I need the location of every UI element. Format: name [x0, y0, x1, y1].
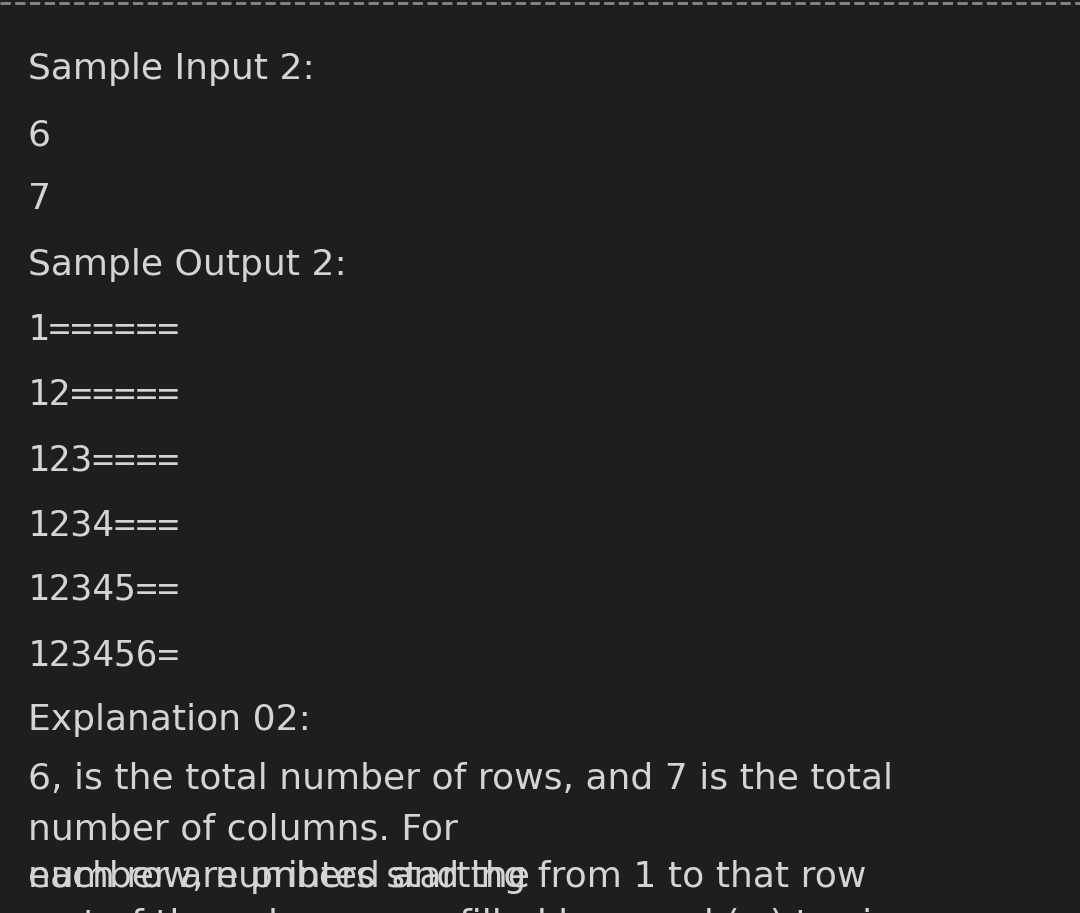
- Text: Sample Input 2:: Sample Input 2:: [28, 52, 314, 86]
- Text: 12345==: 12345==: [28, 573, 180, 607]
- Text: 12=====: 12=====: [28, 378, 180, 412]
- Text: number are printed and the: number are printed and the: [28, 860, 530, 894]
- Text: 7: 7: [28, 182, 51, 216]
- Text: 1======: 1======: [28, 313, 180, 347]
- Text: number of columns. For: number of columns. For: [28, 812, 458, 846]
- Text: rest of the columns are filled by equal (=) to sign.: rest of the columns are filled by equal …: [28, 908, 930, 913]
- Text: 6: 6: [28, 118, 51, 152]
- Text: 6, is the total number of rows, and 7 is the total: 6, is the total number of rows, and 7 is…: [28, 762, 893, 796]
- Text: each row, numbers starting from 1 to that row: each row, numbers starting from 1 to tha…: [28, 860, 866, 894]
- Text: Sample Output 2:: Sample Output 2:: [28, 248, 347, 282]
- Text: 123====: 123====: [28, 443, 180, 477]
- Text: Explanation 02:: Explanation 02:: [28, 703, 311, 737]
- Text: 123456=: 123456=: [28, 638, 180, 672]
- Text: 1234===: 1234===: [28, 508, 180, 542]
